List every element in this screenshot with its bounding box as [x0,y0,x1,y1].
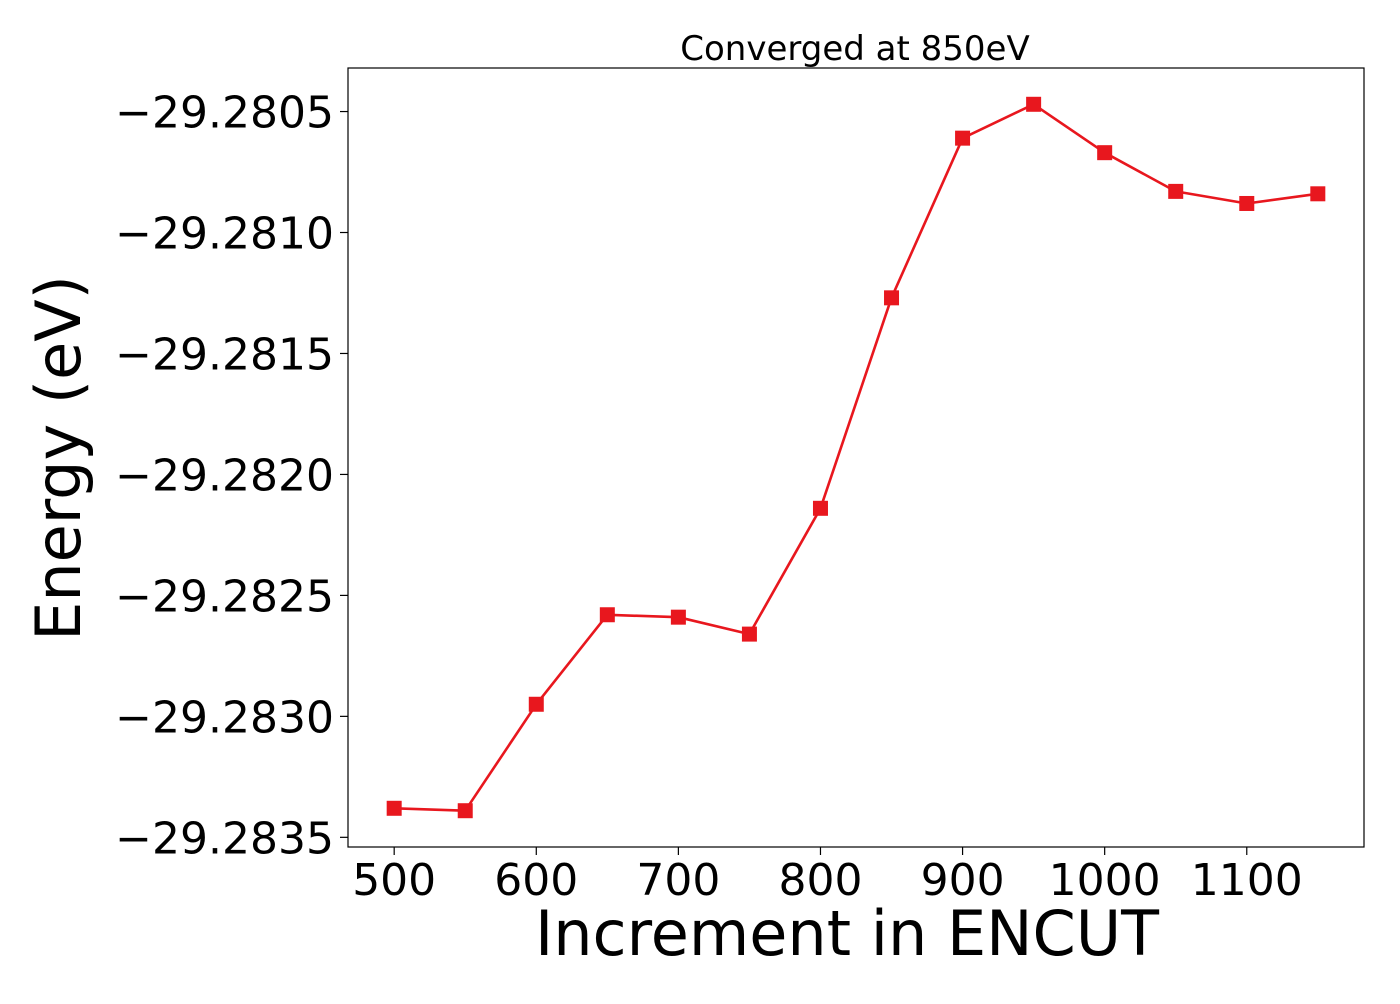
data-point-marker [1310,186,1326,202]
x-tick-label: 800 [778,855,862,906]
data-point-marker [1168,183,1184,199]
data-point-marker [670,609,686,625]
plot-layer: 500 600 700 800 900 1000 1100 −29.2835 −29.2830 −… [115,67,1365,906]
data-point-marker [884,290,900,306]
data-point-marker [955,130,971,146]
y-tick-label: −29.2830 [115,692,334,743]
data-point-marker [812,500,828,516]
chart-title: Converged at 850eV [680,29,1029,69]
y-axis-label: Energy (eV) [22,275,95,641]
data-point-marker [386,800,402,816]
x-tick-label: 600 [494,855,578,906]
data-point-marker [1097,145,1113,161]
x-axis-label: Increment in ENCUT [535,897,1160,970]
x-tick-label: 900 [921,855,1005,906]
data-point-marker [1239,195,1255,211]
x-tick-label: 500 [352,855,436,906]
plot-frame [347,67,1365,848]
data-point-marker [1026,96,1042,112]
series-line [394,103,1318,813]
data-point-marker [741,626,757,642]
y-tick-label: −29.2835 [115,813,334,864]
y-tick-label: −29.2820 [115,450,334,501]
data-point-marker [599,607,615,623]
x-tick-label: 1000 [1049,855,1161,906]
y-tick-label: −29.2815 [115,329,334,380]
x-tick-label: 1100 [1191,855,1303,906]
y-tick-label: −29.2825 [115,571,334,622]
y-tick-label: −29.2810 [115,209,334,260]
data-point-marker [457,803,473,819]
x-tick-label: 700 [636,855,720,906]
y-tick-label: −29.2805 [115,88,334,139]
data-point-marker [528,696,544,712]
